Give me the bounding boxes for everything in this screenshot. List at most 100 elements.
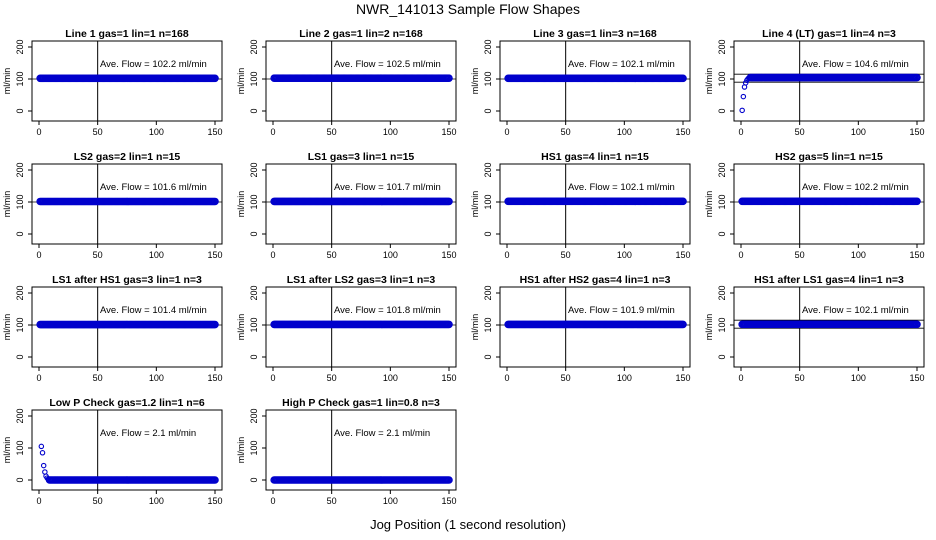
x-tick-label: 50 xyxy=(561,373,571,383)
y-tick-label: 100 xyxy=(483,194,493,209)
panel-title: Line 3 gas=1 lin=3 n=168 xyxy=(533,28,657,40)
x-tick-label: 0 xyxy=(270,250,275,260)
y-tick-label: 0 xyxy=(249,354,259,359)
ave-flow-annotation: Ave. Flow = 101.4 ml/min xyxy=(100,305,207,316)
x-tick-label: 100 xyxy=(851,250,866,260)
y-axis-title: ml/min xyxy=(2,437,12,464)
y-tick-label: 100 xyxy=(717,194,727,209)
panel-7: HS1 gas=4 lin=1 n=15 0 50 100 150 0 100 200 ml/m… xyxy=(470,151,691,260)
x-tick-label: 50 xyxy=(795,127,805,137)
y-tick-label: 0 xyxy=(15,354,25,359)
x-tick-label: 150 xyxy=(207,250,222,260)
y-tick-label: 0 xyxy=(483,108,493,113)
y-axis-title: ml/min xyxy=(236,191,246,218)
ave-flow-annotation: Ave. Flow = 102.5 ml/min xyxy=(334,59,441,70)
x-tick-label: 50 xyxy=(795,373,805,383)
x-tick-label: 0 xyxy=(738,250,743,260)
y-tick-label: 200 xyxy=(483,39,493,54)
data-point xyxy=(679,197,687,206)
x-tick-label: 150 xyxy=(909,127,924,137)
x-tick-label: 50 xyxy=(327,496,337,506)
x-tick-label: 100 xyxy=(617,373,632,383)
panel-title: Line 1 gas=1 lin=1 n=168 xyxy=(65,28,189,40)
x-tick-label: 100 xyxy=(149,250,164,260)
data-point xyxy=(913,197,921,206)
data-points xyxy=(270,320,453,329)
x-tick-label: 100 xyxy=(149,373,164,383)
panel-2: Line 2 gas=1 lin=2 n=168 0 50 100 150 0 100 200… xyxy=(236,28,457,137)
x-tick-label: 50 xyxy=(93,250,103,260)
y-tick-label: 200 xyxy=(15,285,25,300)
data-points xyxy=(36,74,219,83)
y-tick-label: 0 xyxy=(717,108,727,113)
x-tick-label: 50 xyxy=(795,250,805,260)
x-tick-label: 150 xyxy=(207,496,222,506)
plot-frame xyxy=(733,163,925,245)
y-tick-label: 0 xyxy=(15,108,25,113)
panel-title: LS2 gas=2 lin=1 n=15 xyxy=(74,151,181,163)
y-tick-label: 200 xyxy=(717,285,727,300)
data-points xyxy=(504,320,687,329)
plot-frame xyxy=(31,286,223,368)
y-axis-title: ml/min xyxy=(236,437,246,464)
x-tick-label: 0 xyxy=(36,496,41,506)
panel-14: High P Check gas=1 lin=0.8 n=3 0 50 100 150 0… xyxy=(236,397,457,506)
plot-frame xyxy=(499,40,691,122)
data-point xyxy=(739,107,745,114)
plot-frame xyxy=(31,163,223,245)
ave-flow-annotation: Ave. Flow = 2.1 ml/min xyxy=(334,428,430,439)
x-tick-label: 150 xyxy=(675,373,690,383)
x-tick-label: 100 xyxy=(851,373,866,383)
panel-title: High P Check gas=1 lin=0.8 n=3 xyxy=(282,397,440,409)
x-tick-label: 0 xyxy=(36,127,41,137)
y-axis-title: ml/min xyxy=(2,314,12,341)
plot-frame xyxy=(265,163,457,245)
x-tick-label: 0 xyxy=(36,250,41,260)
y-tick-label: 100 xyxy=(717,71,727,86)
plot-frame xyxy=(31,409,223,491)
y-tick-label: 0 xyxy=(717,231,727,236)
x-tick-label: 0 xyxy=(504,127,509,137)
x-tick-label: 100 xyxy=(383,127,398,137)
x-tick-label: 100 xyxy=(149,496,164,506)
y-tick-label: 200 xyxy=(249,39,259,54)
y-tick-label: 0 xyxy=(483,231,493,236)
x-tick-label: 0 xyxy=(270,373,275,383)
x-tick-label: 100 xyxy=(383,373,398,383)
data-point xyxy=(445,74,453,82)
x-tick-label: 50 xyxy=(327,373,337,383)
y-tick-label: 200 xyxy=(483,162,493,177)
ave-flow-annotation: Ave. Flow = 101.8 ml/min xyxy=(334,305,441,316)
data-points xyxy=(270,74,453,82)
y-tick-label: 0 xyxy=(249,108,259,113)
x-tick-label: 0 xyxy=(738,127,743,137)
plot-frame xyxy=(733,40,925,122)
x-tick-label: 150 xyxy=(441,250,456,260)
x-axis-label: Jog Position (1 second resolution) xyxy=(370,517,566,532)
y-tick-label: 200 xyxy=(15,162,25,177)
y-tick-label: 100 xyxy=(249,317,259,332)
x-tick-label: 150 xyxy=(675,127,690,137)
data-point xyxy=(38,443,45,450)
panel-title: Low P Check gas=1.2 lin=1 n=6 xyxy=(49,397,204,409)
ave-flow-annotation: Ave. Flow = 101.6 ml/min xyxy=(100,182,207,193)
panel-title: HS2 gas=5 lin=1 n=15 xyxy=(775,151,883,163)
plot-frame xyxy=(499,163,691,245)
data-points xyxy=(739,73,921,114)
panel-title: LS1 gas=3 lin=1 n=15 xyxy=(308,151,415,163)
y-tick-label: 200 xyxy=(717,39,727,54)
plot-frame xyxy=(265,286,457,368)
panel-title: HS1 gas=4 lin=1 n=15 xyxy=(541,151,649,163)
y-tick-label: 200 xyxy=(249,408,259,423)
x-tick-label: 50 xyxy=(327,127,337,137)
x-tick-label: 0 xyxy=(270,127,275,137)
ave-flow-annotation: Ave. Flow = 102.2 ml/min xyxy=(100,59,207,70)
panel-title: HS1 after LS1 gas=4 lin=1 n=3 xyxy=(754,274,904,286)
y-tick-label: 100 xyxy=(249,194,259,209)
y-tick-label: 200 xyxy=(483,285,493,300)
x-tick-label: 50 xyxy=(93,127,103,137)
ave-flow-annotation: Ave. Flow = 104.6 ml/min xyxy=(802,59,909,70)
ave-flow-annotation: Ave. Flow = 101.7 ml/min xyxy=(334,182,441,193)
data-points xyxy=(738,320,921,329)
